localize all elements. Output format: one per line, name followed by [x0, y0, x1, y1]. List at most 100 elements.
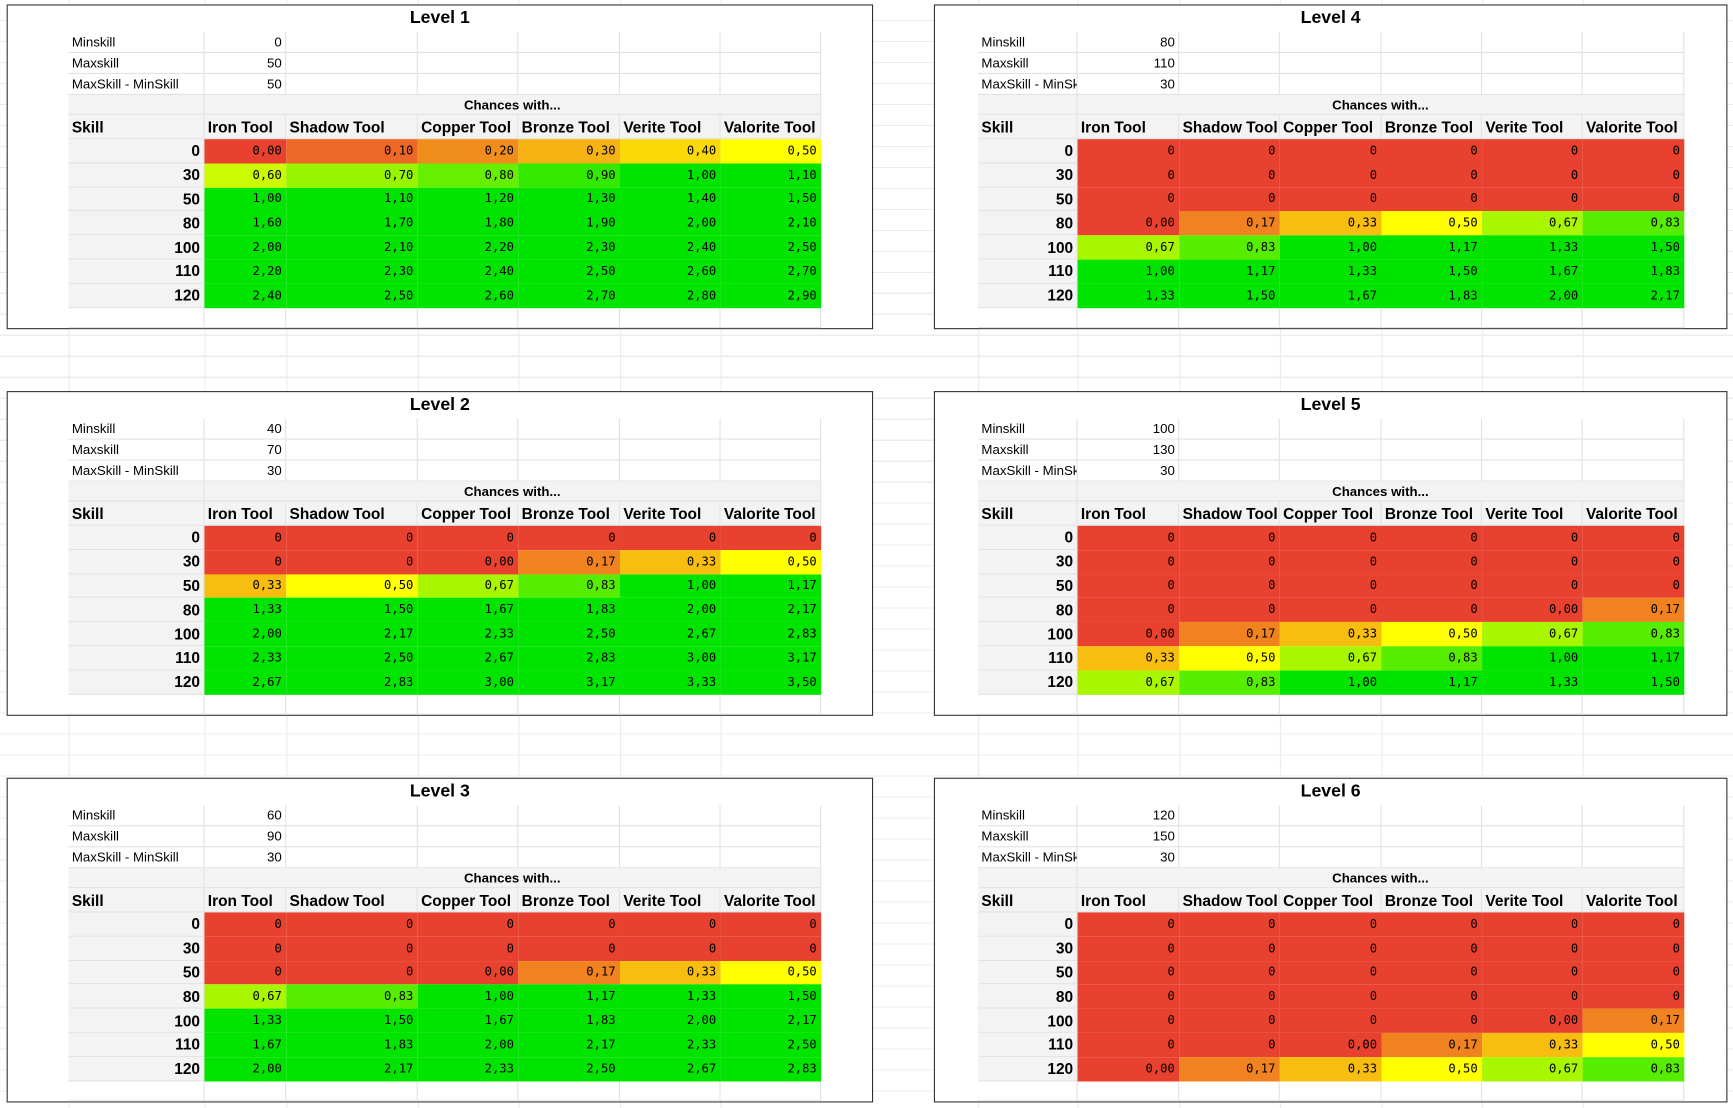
empty-cell [1381, 847, 1483, 869]
empty-cell [1381, 418, 1483, 440]
chance-cell: 2,60 [417, 283, 519, 308]
chance-cell: 0 [620, 936, 721, 961]
empty-cell [1482, 460, 1583, 482]
column-header: Bronze Tool [1381, 114, 1483, 140]
chance-cell: 0,50 [720, 960, 822, 985]
empty-cell [417, 460, 519, 482]
empty-cell [720, 1081, 822, 1102]
level-table: Level 6 Minskill 120 Maxskill 150 MaxSkill - … [933, 777, 1728, 1103]
chance-cell: 0 [417, 525, 519, 550]
stat-label: Maxskill [68, 53, 205, 75]
skill-value: 50 [68, 187, 205, 212]
chance-cell: 0 [1279, 936, 1382, 961]
empty-cell [1582, 847, 1685, 869]
skill-value: 50 [978, 187, 1078, 212]
empty-cell [620, 439, 721, 461]
chance-cell: 1,17 [1179, 259, 1280, 284]
chance-cell: 0 [1179, 912, 1280, 937]
chance-cell: 1,50 [720, 984, 822, 1009]
empty-cell [1582, 1081, 1685, 1102]
chance-cell: 1,83 [1381, 283, 1483, 308]
empty-cell [720, 308, 822, 329]
chance-cell: 0,17 [518, 960, 621, 985]
skill-value: 80 [978, 984, 1078, 1009]
chance-cell: 0 [1381, 1008, 1483, 1033]
chance-cell: 0 [1179, 1008, 1280, 1033]
empty-cell [720, 53, 822, 75]
empty-cell [518, 1081, 621, 1102]
chance-cell: 3,00 [620, 646, 721, 671]
chance-cell: 0,83 [1582, 622, 1685, 647]
chance-cell: 1,67 [417, 1008, 519, 1033]
empty-cell [1381, 74, 1483, 96]
chance-cell: 0 [1179, 573, 1280, 599]
empty-cell [1482, 1081, 1583, 1102]
column-header: Valorite Tool [1582, 114, 1685, 140]
empty-cell [1582, 460, 1685, 482]
skill-value: 0 [68, 139, 205, 164]
skill-value: 30 [68, 549, 205, 574]
empty-cell [1179, 418, 1280, 440]
empty-cell [1482, 694, 1583, 715]
stat-label: Minskill [978, 32, 1078, 54]
chance-cell: 2,40 [204, 283, 287, 308]
column-header: Verite Tool [1482, 114, 1583, 140]
chance-cell: 0 [1179, 187, 1280, 212]
chance-cell: 2,20 [204, 259, 287, 284]
chance-cell: 0 [1482, 912, 1583, 937]
empty-cell [1179, 460, 1280, 482]
empty-cell [68, 95, 205, 115]
chance-cell: 0 [1077, 573, 1180, 599]
skill-value: 30 [978, 163, 1078, 188]
stat-value: 0 [204, 32, 287, 54]
chance-cell: 0 [1279, 598, 1382, 623]
column-header: Skill [68, 888, 205, 913]
chance-cell: 0 [1279, 187, 1382, 212]
empty-cell [204, 1081, 287, 1102]
chance-cell: 2,00 [204, 1056, 287, 1082]
empty-cell [286, 826, 418, 848]
table-title: Level 3 [409, 782, 470, 801]
skill-value: 110 [978, 646, 1078, 671]
chance-cell: 0,10 [286, 139, 418, 164]
chance-cell: 3,17 [720, 646, 822, 671]
column-header: Valorite Tool [720, 114, 822, 140]
chance-cell: 1,33 [204, 598, 287, 623]
empty-cell [1279, 308, 1382, 329]
chance-cell: 0,50 [1381, 211, 1483, 236]
chance-cell: 0,50 [1381, 1056, 1483, 1082]
empty-cell [620, 74, 721, 96]
empty-cell [68, 694, 205, 715]
skill-value: 110 [68, 646, 205, 671]
stat-label: MaxSkill - MinSkill [978, 460, 1078, 482]
empty-cell [1179, 308, 1280, 329]
chance-cell: 1,17 [720, 573, 822, 599]
chance-cell: 2,50 [286, 283, 418, 308]
chance-cell: 0 [1077, 984, 1180, 1009]
empty-cell [720, 805, 822, 827]
skill-value: 30 [978, 549, 1078, 574]
empty-cell [68, 308, 205, 329]
column-header: Shadow Tool [1179, 888, 1280, 913]
chance-cell: 1,00 [620, 573, 721, 599]
chance-cell: 0 [417, 912, 519, 937]
chance-cell: 0 [1482, 139, 1583, 164]
chance-cell: 0,33 [620, 960, 721, 985]
empty-cell [1582, 805, 1685, 827]
chance-cell: 0 [204, 549, 287, 574]
column-header: Skill [978, 501, 1078, 526]
empty-cell [518, 74, 621, 96]
column-header: Shadow Tool [286, 888, 418, 913]
chance-cell: 0 [1582, 912, 1685, 937]
chance-cell: 2,00 [204, 235, 287, 260]
chance-cell: 0,50 [1179, 646, 1280, 671]
chance-cell: 2,17 [518, 1032, 621, 1057]
chance-cell: 2,00 [1482, 283, 1583, 308]
chance-cell: 2,10 [286, 235, 418, 260]
skill-value: 0 [68, 525, 205, 550]
chances-label: Chances with... [1077, 481, 1685, 502]
chance-cell: 0 [1279, 163, 1382, 188]
chance-cell: 1,33 [1077, 283, 1180, 308]
chance-cell: 0 [1482, 936, 1583, 961]
